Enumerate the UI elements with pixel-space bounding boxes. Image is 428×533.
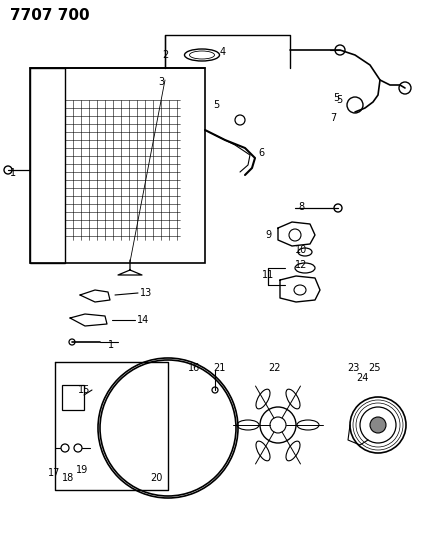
Text: 11: 11 xyxy=(262,270,274,280)
Bar xyxy=(62,385,84,410)
Text: 5: 5 xyxy=(333,93,339,103)
Text: 14: 14 xyxy=(137,315,149,325)
Text: 18: 18 xyxy=(62,473,74,483)
Text: 1: 1 xyxy=(108,340,114,350)
Circle shape xyxy=(370,417,386,433)
Text: 19: 19 xyxy=(76,465,88,475)
Text: 10: 10 xyxy=(295,245,307,255)
Text: 6: 6 xyxy=(258,148,264,158)
Bar xyxy=(30,68,205,263)
Text: 1: 1 xyxy=(10,168,16,178)
Text: 4: 4 xyxy=(220,47,226,57)
Text: 5: 5 xyxy=(213,100,219,110)
Text: 15: 15 xyxy=(78,385,90,395)
Bar xyxy=(30,68,65,263)
Text: 13: 13 xyxy=(140,288,152,298)
Text: 16: 16 xyxy=(188,363,200,373)
Text: 7707 700: 7707 700 xyxy=(10,8,89,23)
Text: 3: 3 xyxy=(158,77,164,87)
Text: 24: 24 xyxy=(356,373,369,383)
Text: 5: 5 xyxy=(336,95,342,105)
Text: 12: 12 xyxy=(295,260,307,270)
Text: 2: 2 xyxy=(162,50,168,60)
Text: 20: 20 xyxy=(150,473,162,483)
Text: 21: 21 xyxy=(213,363,226,373)
Text: 22: 22 xyxy=(268,363,280,373)
Text: 9: 9 xyxy=(265,230,271,240)
Text: 23: 23 xyxy=(347,363,360,373)
Text: 8: 8 xyxy=(298,202,304,212)
Text: 7: 7 xyxy=(330,113,336,123)
Text: 25: 25 xyxy=(368,363,380,373)
Text: 17: 17 xyxy=(48,468,60,478)
